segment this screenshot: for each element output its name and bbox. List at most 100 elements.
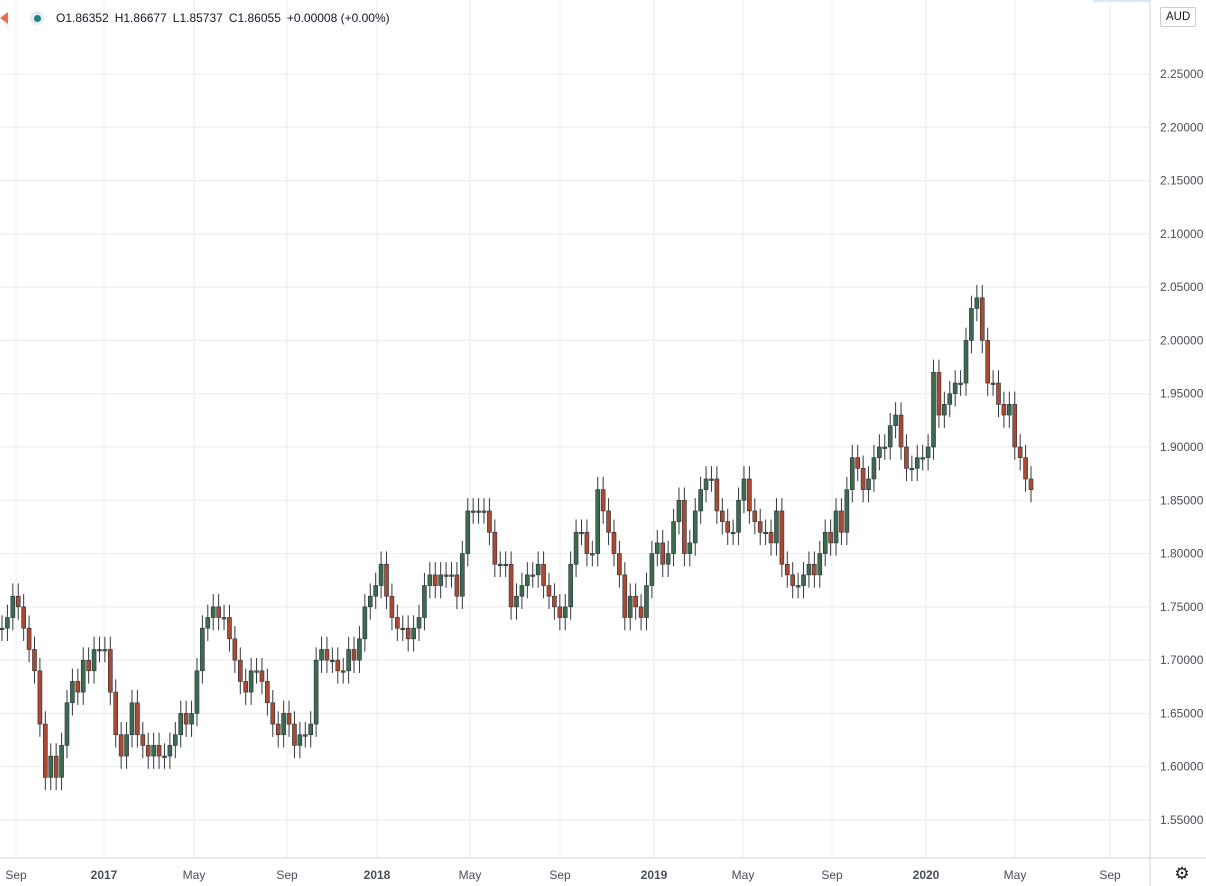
candle-body[interactable]	[367, 595, 373, 608]
candle-body[interactable]	[465, 510, 471, 554]
candle-body[interactable]	[546, 585, 552, 597]
candle-body[interactable]	[313, 659, 319, 725]
candle-body[interactable]	[682, 499, 687, 554]
candle-body[interactable]	[37, 670, 43, 725]
candle-body[interactable]	[719, 510, 725, 522]
candle-body[interactable]	[64, 702, 70, 746]
candle-body[interactable]	[996, 382, 1001, 405]
candle-body[interactable]	[362, 606, 368, 640]
candle-body[interactable]	[665, 553, 671, 565]
candle-body[interactable]	[822, 531, 828, 554]
candle-body[interactable]	[768, 531, 774, 544]
candle-body[interactable]	[335, 659, 341, 672]
candle-body[interactable]	[270, 702, 276, 725]
candle-body[interactable]	[265, 681, 270, 704]
candle-body[interactable]	[497, 563, 503, 567]
candle-body[interactable]	[877, 446, 882, 458]
candle-body[interactable]	[243, 681, 249, 693]
candle-body[interactable]	[432, 574, 438, 586]
candle-body[interactable]	[839, 510, 844, 533]
candle-body[interactable]	[411, 627, 416, 640]
candle-body[interactable]	[454, 574, 460, 597]
candle-body[interactable]	[75, 681, 81, 693]
candle-body[interactable]	[389, 595, 395, 618]
candle-body[interactable]	[259, 670, 265, 682]
candle-body[interactable]	[969, 308, 974, 341]
candle-body[interactable]	[1012, 404, 1018, 448]
candle-body[interactable]	[102, 649, 108, 652]
candle-body[interactable]	[449, 574, 454, 577]
candle-body[interactable]	[292, 723, 297, 746]
candle-body[interactable]	[32, 649, 37, 672]
status-dot-icon[interactable]	[30, 11, 44, 25]
candle-body[interactable]	[43, 723, 48, 778]
candle-body[interactable]	[476, 510, 481, 513]
candle-body[interactable]	[595, 489, 601, 554]
candle-body[interactable]	[687, 542, 693, 554]
candle-body[interactable]	[330, 659, 335, 662]
candle-body[interactable]	[70, 681, 75, 704]
candle-body[interactable]	[779, 510, 785, 565]
collapse-arrow-icon[interactable]	[0, 12, 8, 24]
candle-body[interactable]	[963, 340, 969, 384]
candle-body[interactable]	[568, 563, 573, 608]
candle-body[interactable]	[887, 425, 893, 448]
candle-body[interactable]	[552, 595, 557, 608]
candle-body[interactable]	[714, 478, 720, 512]
candle-body[interactable]	[849, 457, 855, 490]
candle-body[interactable]	[535, 563, 541, 576]
candle-body[interactable]	[503, 563, 508, 567]
candle-body[interactable]	[519, 585, 525, 597]
candle-body[interactable]	[21, 606, 26, 629]
candle-body[interactable]	[557, 606, 563, 618]
candle-body[interactable]	[91, 649, 97, 672]
candle-body[interactable]	[600, 489, 606, 512]
candle-body[interactable]	[898, 414, 904, 448]
candle-body[interactable]	[427, 574, 433, 586]
candle-body[interactable]	[763, 531, 768, 535]
candle-body[interactable]	[985, 340, 990, 384]
candle-body[interactable]	[438, 574, 443, 586]
candle-body[interactable]	[15, 595, 21, 608]
candle-body[interactable]	[622, 574, 628, 618]
candle-body[interactable]	[904, 446, 909, 469]
candle-body[interactable]	[627, 595, 633, 618]
candle-body[interactable]	[481, 510, 487, 513]
candle-body[interactable]	[351, 649, 357, 661]
candle-body[interactable]	[942, 404, 947, 416]
candle-body[interactable]	[508, 563, 514, 608]
candle-body[interactable]	[828, 531, 833, 544]
candle-body[interactable]	[227, 617, 232, 640]
candle-body[interactable]	[909, 468, 915, 471]
candle-body[interactable]	[443, 574, 449, 577]
candle-body[interactable]	[541, 563, 546, 586]
candle-body[interactable]	[357, 638, 362, 661]
candle-body[interactable]	[487, 510, 492, 533]
candle-body[interactable]	[784, 563, 790, 576]
candle-body[interactable]	[1023, 457, 1028, 480]
candle-body[interactable]	[1001, 404, 1007, 416]
candle-body[interactable]	[59, 745, 64, 778]
candle-body[interactable]	[135, 702, 140, 736]
candle-body[interactable]	[5, 617, 10, 629]
candle-body[interactable]	[378, 563, 384, 586]
candle-body[interactable]	[194, 670, 200, 714]
candle-body[interactable]	[676, 499, 682, 522]
candle-body[interactable]	[747, 478, 752, 512]
candle-body[interactable]	[400, 627, 406, 630]
candle-body[interactable]	[692, 510, 698, 544]
candle-body[interactable]	[606, 510, 611, 533]
candle-body[interactable]	[319, 649, 324, 661]
candle-body[interactable]	[324, 649, 330, 661]
candle-body[interactable]	[232, 638, 238, 661]
candle-body[interactable]	[790, 574, 796, 586]
candle-body[interactable]	[129, 702, 135, 736]
candle-body[interactable]	[151, 745, 156, 757]
candle-body[interactable]	[1017, 446, 1023, 458]
candle-body[interactable]	[914, 457, 920, 469]
candle-body[interactable]	[979, 297, 985, 341]
candle-body[interactable]	[882, 446, 888, 449]
candle-body[interactable]	[216, 606, 221, 618]
candle-body[interactable]	[795, 585, 801, 588]
candle-body[interactable]	[736, 499, 741, 533]
